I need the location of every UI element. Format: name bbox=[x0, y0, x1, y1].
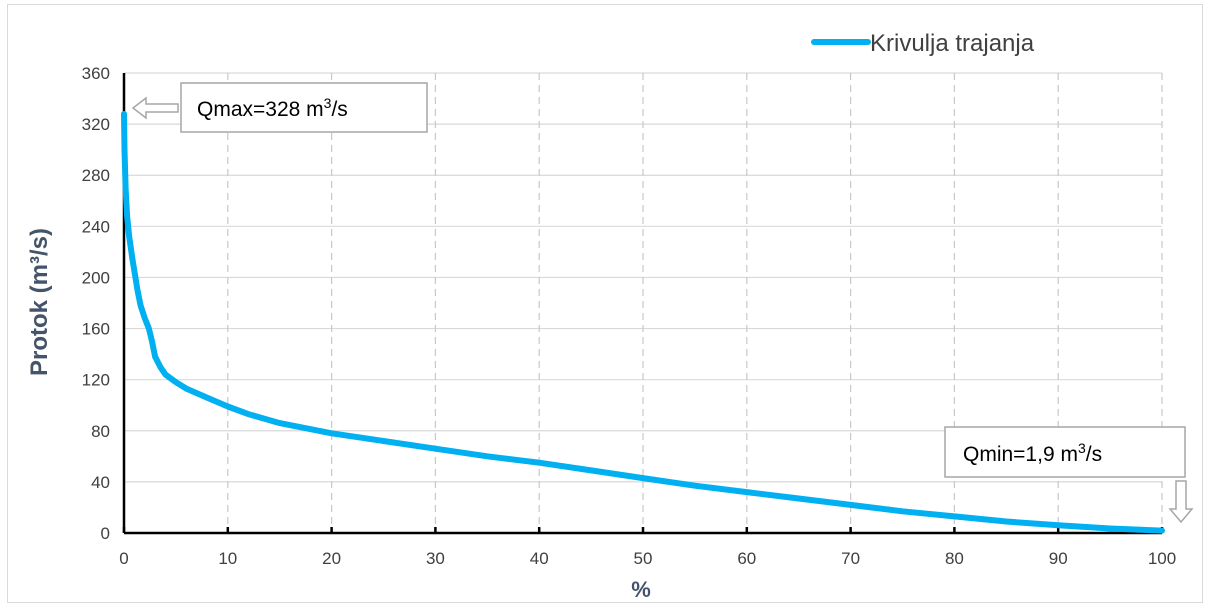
x-tick-label: 30 bbox=[426, 549, 445, 568]
y-axis-title: Protok (m³/s) bbox=[26, 228, 53, 376]
callout-qmax-text: Qmax=328 m3/s bbox=[197, 95, 348, 121]
x-tick-label: 0 bbox=[119, 549, 128, 568]
callout-qmax: Qmax=328 m3/s bbox=[131, 82, 428, 133]
tick-labels: 0 40 80 120 160 200 240 280 320 360 0 10 20 30 40 50 60 7… bbox=[82, 64, 1177, 568]
y-tick-label: 160 bbox=[82, 320, 110, 339]
legend-label-krivulja-trajanja: Krivulja trajanja bbox=[870, 30, 1035, 57]
x-tick-label: 10 bbox=[218, 549, 237, 568]
x-tick-label: 60 bbox=[737, 549, 756, 568]
callout-qmin-box bbox=[944, 426, 1186, 478]
y-tick-label: 320 bbox=[82, 115, 110, 134]
x-tick-label: 70 bbox=[841, 549, 860, 568]
x-tick-label: 20 bbox=[322, 549, 341, 568]
callout-qmin-text: Qmin=1,9 m3/s bbox=[963, 440, 1102, 466]
callout-qmax-arrow-icon bbox=[131, 96, 179, 120]
y-tick-label: 80 bbox=[91, 422, 110, 441]
x-axis-title: % bbox=[631, 577, 651, 602]
x-tick-label: 80 bbox=[945, 549, 964, 568]
callout-qmin: Qmin=1,9 m3/s bbox=[944, 426, 1194, 524]
legend: Krivulja trajanja bbox=[811, 30, 1035, 57]
x-tick-label: 50 bbox=[634, 549, 653, 568]
series-line-krivulja-trajanja bbox=[121, 110, 1165, 534]
x-tick-label: 40 bbox=[530, 549, 549, 568]
y-tick-label: 0 bbox=[101, 524, 110, 543]
x-tick-label: 90 bbox=[1049, 549, 1068, 568]
y-tick-label: 120 bbox=[82, 371, 110, 390]
y-tick-label: 40 bbox=[91, 473, 110, 492]
grid bbox=[124, 72, 1163, 533]
callout-qmin-arrow-icon bbox=[1168, 480, 1194, 524]
y-tick-label: 200 bbox=[82, 268, 110, 287]
x-tick-label: 100 bbox=[1148, 549, 1176, 568]
y-tick-label: 280 bbox=[82, 166, 110, 185]
series-layer bbox=[121, 110, 1165, 534]
y-tick-label: 360 bbox=[82, 64, 110, 83]
chart-frame bbox=[7, 4, 1203, 603]
callout-qmax-box bbox=[180, 82, 428, 133]
y-tick-label: 240 bbox=[82, 217, 110, 236]
